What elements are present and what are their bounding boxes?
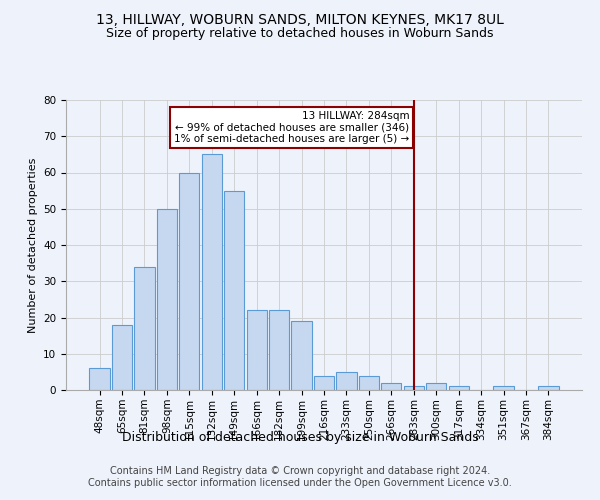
Bar: [112, 325, 132, 390]
Bar: [157, 209, 177, 390]
Bar: [404, 386, 424, 390]
Bar: [493, 386, 514, 390]
Bar: [202, 154, 222, 390]
Bar: [134, 267, 155, 390]
Y-axis label: Number of detached properties: Number of detached properties: [28, 158, 38, 332]
Bar: [89, 368, 110, 390]
Bar: [359, 376, 379, 390]
Text: 13, HILLWAY, WOBURN SANDS, MILTON KEYNES, MK17 8UL: 13, HILLWAY, WOBURN SANDS, MILTON KEYNES…: [96, 12, 504, 26]
Bar: [337, 372, 356, 390]
Bar: [179, 172, 199, 390]
Bar: [538, 386, 559, 390]
Bar: [247, 310, 267, 390]
Bar: [381, 383, 401, 390]
Bar: [269, 310, 289, 390]
Bar: [224, 190, 244, 390]
Text: 13 HILLWAY: 284sqm
← 99% of detached houses are smaller (346)
1% of semi-detache: 13 HILLWAY: 284sqm ← 99% of detached hou…: [174, 111, 409, 144]
Bar: [449, 386, 469, 390]
Text: Contains HM Land Registry data © Crown copyright and database right 2024.
Contai: Contains HM Land Registry data © Crown c…: [88, 466, 512, 487]
Text: Size of property relative to detached houses in Woburn Sands: Size of property relative to detached ho…: [106, 28, 494, 40]
Bar: [292, 321, 311, 390]
Text: Distribution of detached houses by size in Woburn Sands: Distribution of detached houses by size …: [122, 431, 478, 444]
Bar: [426, 383, 446, 390]
Bar: [314, 376, 334, 390]
